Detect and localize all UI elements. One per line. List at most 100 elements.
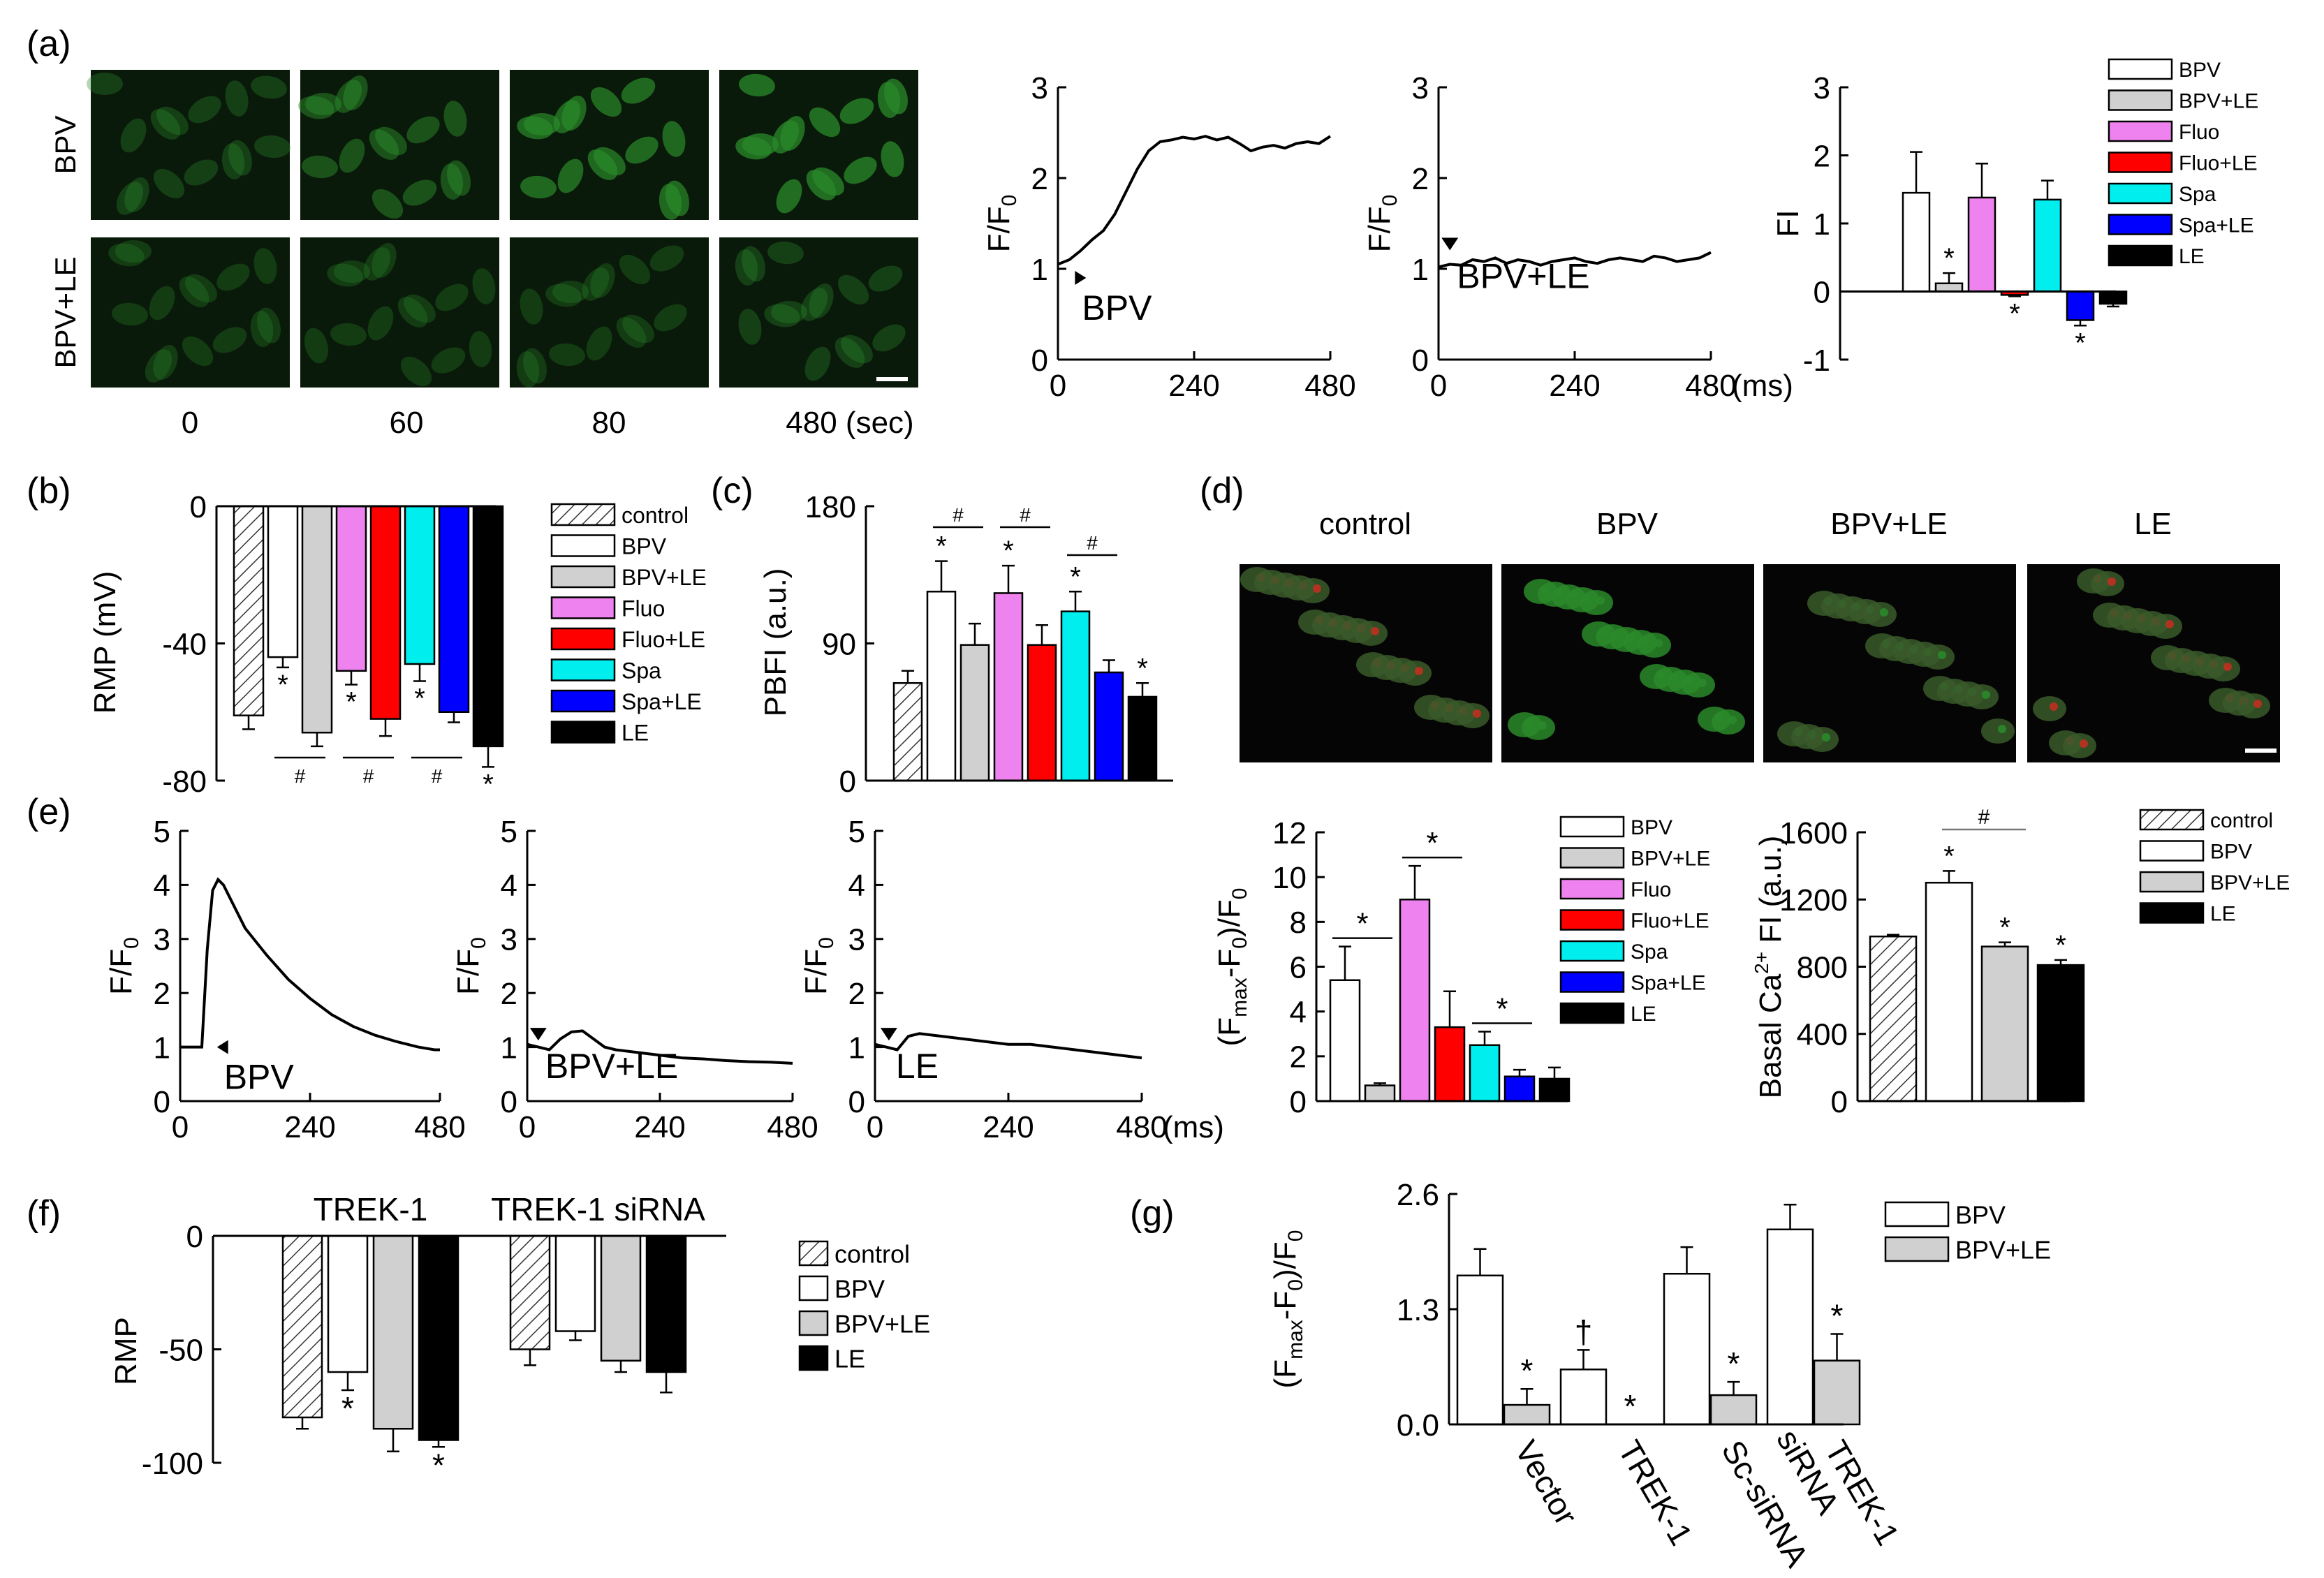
- legend-label: Spa: [1631, 941, 1668, 964]
- cell-blob: [520, 288, 543, 325]
- significance-star: *: [277, 670, 288, 700]
- bar-LE: [1538, 1077, 1571, 1103]
- panel-label-g: (g): [1130, 1193, 1175, 1234]
- group-label: Vector: [1508, 1434, 1584, 1531]
- cell-blob: [872, 324, 906, 352]
- legend-label: BPV: [2210, 841, 2252, 864]
- bar-Fluo: [993, 592, 1024, 782]
- legend-swatch: [1559, 878, 1625, 900]
- significance-mark: †: [1575, 1313, 1593, 1350]
- legend-label: Fluo+LE: [1631, 910, 1709, 933]
- x-tick-label: 0: [172, 1110, 189, 1144]
- x-tick-label: 240: [1168, 369, 1219, 403]
- y-axis-label-part: FI (a.u.): [1753, 836, 1788, 952]
- cell-blob: [545, 283, 582, 307]
- cell-blob: [844, 156, 877, 184]
- series-line: [1057, 135, 1332, 266]
- y-axis-label-sub: 0: [1284, 1230, 1307, 1242]
- bar-LE: [418, 1234, 459, 1441]
- cell-blob: [304, 327, 328, 364]
- legend-swatch: [1559, 816, 1625, 838]
- legend-label: Fluo: [622, 596, 665, 621]
- bar-BPV+LE: [1934, 282, 1964, 293]
- legend-swatch: [2139, 902, 2205, 924]
- bar-Spa: [404, 505, 436, 665]
- chart-g: *†***Vector TREK-1 Sc-siRNA TREK-1siRNA: [1456, 1203, 1906, 1573]
- cell-blob: [431, 347, 466, 374]
- y-axis-label-sub: 0: [998, 195, 1021, 207]
- x-tick-label: 240: [284, 1110, 335, 1144]
- micrograph-a-0-1: [298, 70, 499, 220]
- y-tick-label: -1: [1803, 344, 1830, 378]
- cell-blob: [834, 337, 865, 368]
- group-label: TREK-1 siRNA: [491, 1191, 705, 1227]
- trace-annotation: BPV+LE: [545, 1047, 678, 1086]
- cell-blob: [406, 116, 440, 144]
- y-tick-label: 4: [848, 869, 865, 903]
- cell-blob: [228, 140, 252, 176]
- micrograph-background: [91, 70, 290, 220]
- y-tick-label: 2: [154, 977, 170, 1011]
- micrograph-background: [510, 237, 709, 388]
- legend-label: control: [834, 1240, 910, 1269]
- series-line: [1438, 251, 1712, 269]
- y-tick-label: 2: [848, 977, 865, 1011]
- y-axis-label: F/F0: [799, 937, 838, 995]
- y-tick-label: 400: [1797, 1018, 1848, 1052]
- cell-blob: [552, 281, 589, 303]
- legend-swatch: [550, 627, 616, 651]
- cell-blob: [372, 243, 397, 278]
- y-tick-label: 2: [1290, 1040, 1307, 1075]
- significance-star: *: [1426, 826, 1438, 860]
- cell-blob: [253, 248, 277, 284]
- trace-annotation: BPV: [224, 1058, 295, 1097]
- legend-swatch: [2108, 89, 2173, 111]
- y-tick-label: 1600: [1779, 816, 1848, 850]
- y-tick-label: 12: [1272, 816, 1307, 850]
- cell-blob: [1712, 709, 1745, 735]
- hash-mark: #: [1087, 532, 1098, 554]
- y-axis-label-sub: 0: [1228, 888, 1251, 900]
- legend-label: Fluo: [2179, 121, 2219, 144]
- x-unit-label: (ms): [1163, 1110, 1224, 1144]
- cell-blob: [156, 106, 189, 135]
- bar-BPV+LE: [1709, 1394, 1758, 1426]
- cell-blob: [225, 80, 249, 117]
- bar-BPV: [1329, 979, 1361, 1103]
- bar-Spa: [2033, 198, 2062, 293]
- cell-dot: [2223, 663, 2232, 671]
- cell-blob: [363, 247, 391, 281]
- micrograph-a-1-1: [300, 237, 499, 388]
- bar-LE: [2036, 964, 2085, 1103]
- legend-label: Spa+LE: [2179, 214, 2254, 237]
- cell-blob: [435, 283, 469, 311]
- legend-swatch: [1559, 971, 1625, 993]
- significance-mark: *: [1624, 1388, 1637, 1424]
- y-tick-label: 1200: [1779, 883, 1848, 917]
- bar-Fluo+LE: [369, 505, 402, 720]
- bar-control: [1869, 935, 1918, 1103]
- group-label: TREK-1: [1611, 1434, 1700, 1551]
- group-label-word: TREK-1: [1611, 1434, 1700, 1551]
- chart-a3: * * *: [1902, 151, 2128, 358]
- cell-dot: [1538, 721, 1547, 730]
- legend-swatch: [2139, 871, 2205, 893]
- cell-blob: [115, 240, 152, 263]
- legend-label: Spa: [622, 658, 661, 684]
- x-unit-label: (ms): [1732, 369, 1793, 403]
- legend-label: BPV: [1631, 816, 1672, 839]
- x-tick-label: 480: [1116, 1110, 1167, 1144]
- bar-BPV+LE: [301, 505, 333, 734]
- chart-b: * * * * # # #: [233, 505, 504, 799]
- legend: control BPV BPV+LE LE: [798, 1240, 930, 1373]
- cell-dot: [1473, 709, 1481, 718]
- legend-swatch: [1559, 847, 1625, 869]
- cell-dot: [1698, 679, 1707, 687]
- y-tick-label: 0: [848, 1085, 865, 1119]
- cell-blob: [440, 163, 464, 200]
- significance-star: *: [936, 531, 947, 562]
- y-axis-label: RMP (mV): [88, 571, 122, 714]
- cell-blob: [372, 189, 404, 219]
- y-tick-label: 0: [501, 1085, 517, 1119]
- y-tick-label: 0: [839, 765, 856, 799]
